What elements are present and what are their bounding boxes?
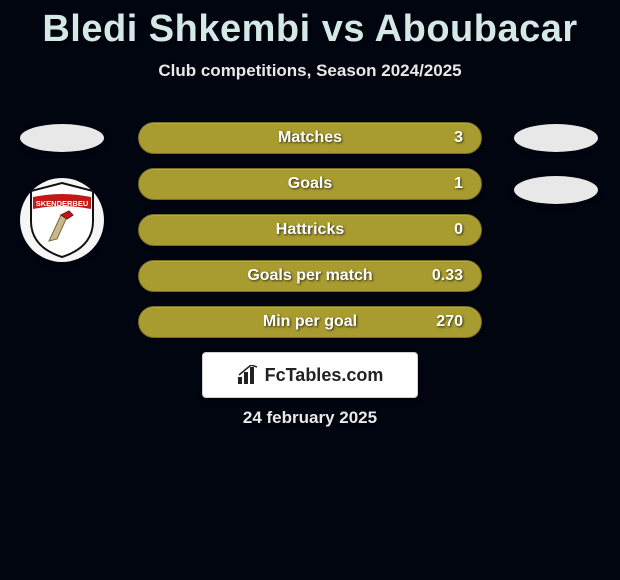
- stats-panel: Matches 3 Goals 1 Hattricks 0 Goals per …: [138, 122, 482, 352]
- stat-label: Min per goal: [263, 313, 357, 331]
- stat-right-value: 3: [453, 129, 463, 147]
- stat-right-value: 0: [453, 221, 463, 239]
- shield-name-text: SKENDERBEU: [36, 199, 89, 208]
- player-left-avatar-placeholder: [20, 124, 104, 152]
- date-text: 24 february 2025: [0, 408, 620, 428]
- page-title: Bledi Shkembi vs Aboubacar: [0, 0, 620, 51]
- stat-right-value: 1: [453, 175, 463, 193]
- stat-row-goals-per-match: Goals per match 0.33: [138, 260, 482, 292]
- shield-icon: SKENDERBEU: [27, 181, 97, 259]
- player-right-avatar-placeholder: [514, 124, 598, 152]
- brand-text: FcTables.com: [265, 365, 384, 386]
- stat-row-matches: Matches 3: [138, 122, 482, 154]
- brand-box[interactable]: FcTables.com: [202, 352, 418, 398]
- stat-label: Matches: [278, 129, 342, 147]
- stat-row-goals: Goals 1: [138, 168, 482, 200]
- player-left-club-badge: SKENDERBEU: [20, 178, 104, 262]
- player-right-club-placeholder: [514, 176, 598, 204]
- stat-label: Hattricks: [276, 221, 344, 239]
- stat-right-value: 0.33: [432, 267, 463, 285]
- stat-row-min-per-goal: Min per goal 270: [138, 306, 482, 338]
- bar-chart-icon: [237, 365, 259, 385]
- stat-label: Goals per match: [247, 267, 372, 285]
- stat-label: Goals: [288, 175, 332, 193]
- stat-right-value: 270: [436, 313, 463, 331]
- subtitle: Club competitions, Season 2024/2025: [0, 61, 620, 81]
- stat-row-hattricks: Hattricks 0: [138, 214, 482, 246]
